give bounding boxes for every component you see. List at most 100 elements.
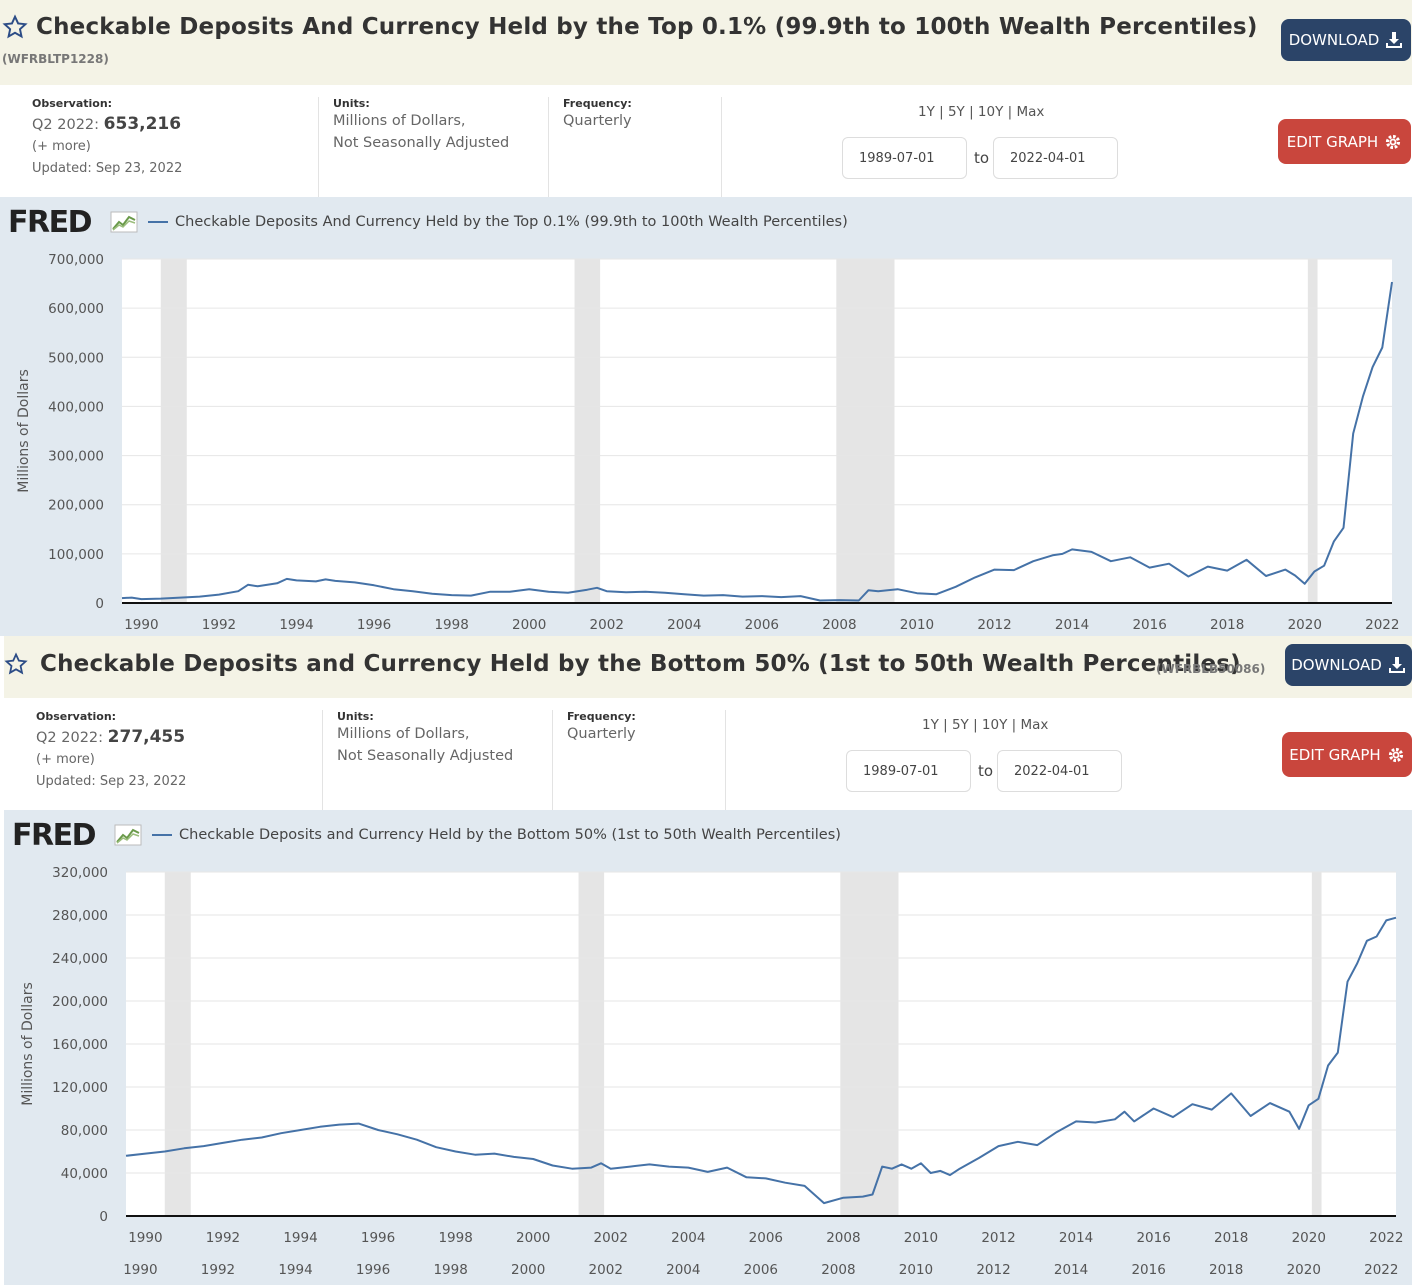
divider	[721, 97, 722, 197]
units-block: Units: Millions of Dollars, Not Seasonal…	[322, 710, 552, 810]
x-tick-label: 2002	[594, 1230, 628, 1246]
y-tick-label: 600,000	[48, 301, 104, 317]
recession-band	[1307, 259, 1318, 603]
x-tick-label: 2006	[749, 1230, 783, 1246]
legend-label: Checkable Deposits and Currency Held by …	[179, 827, 841, 843]
y-tick-label: 300,000	[48, 449, 104, 465]
x-tick-label: 1990	[128, 1230, 162, 1246]
legend-line	[148, 221, 168, 223]
y-tick-label: 200,000	[48, 498, 104, 514]
x-tick-label-secondary: 1990	[123, 1262, 157, 1278]
x-tick-label: 2012	[977, 617, 1011, 633]
plot-background	[122, 259, 1392, 603]
x-tick-label: 2000	[512, 617, 546, 633]
x-tick-label-secondary: 1992	[201, 1262, 235, 1278]
y-tick-label: 400,000	[48, 399, 104, 415]
series-id: (WFRBLB50086)	[1156, 662, 1266, 676]
x-tick-label: 2016	[1132, 617, 1166, 633]
edit-graph-button[interactable]: EDIT GRAPH	[1278, 119, 1411, 164]
line-chart: 0 40,000 80,000 120,000 160,000 200,000 240,00…	[20, 865, 1403, 1278]
more-link[interactable]: (+ more)	[32, 139, 91, 154]
y-tick-label: 80,000	[61, 1123, 108, 1139]
units-label: Units:	[333, 97, 370, 110]
divider	[725, 710, 726, 810]
chart-panel-top: Checkable Deposits And Currency Held by …	[0, 0, 1412, 636]
x-tick-label-secondary: 2008	[821, 1262, 855, 1278]
end-date-input[interactable]: 2022-04-01	[997, 750, 1122, 792]
edit-graph-label: EDIT GRAPH	[1289, 745, 1381, 764]
x-tick-label-secondary: 2016	[1131, 1262, 1165, 1278]
x-tick-label: 2022	[1365, 617, 1399, 633]
download-button[interactable]: DOWNLOAD	[1285, 644, 1412, 686]
star-icon[interactable]	[4, 652, 28, 676]
units-line-1: Millions of Dollars,	[337, 726, 470, 742]
y-axis-label: Millions of Dollars	[16, 369, 32, 493]
x-tick-label: 1998	[438, 1230, 472, 1246]
edit-graph-button[interactable]: EDIT GRAPH	[1282, 732, 1412, 777]
updated-date: Updated: Sep 23, 2022	[32, 161, 183, 176]
y-tick-label: 240,000	[52, 951, 108, 967]
series-title: Checkable Deposits and Currency Held by …	[40, 651, 1241, 677]
download-label: DOWNLOAD	[1288, 31, 1380, 49]
chart-legend: Checkable Deposits And Currency Held by …	[148, 214, 848, 230]
x-tick-label: 2022	[1369, 1230, 1403, 1246]
chart-panel-bottom: Checkable Deposits and Currency Held by …	[0, 636, 1412, 1285]
observation-block: Observation: Q2 2022: 277,455 (+ more) U…	[36, 710, 316, 810]
legend-label: Checkable Deposits And Currency Held by …	[175, 214, 848, 230]
frequency-label: Frequency:	[563, 97, 632, 110]
download-button[interactable]: DOWNLOAD	[1281, 19, 1411, 61]
start-date-input[interactable]: 1989-07-01	[842, 137, 967, 179]
y-tick-label: 320,000	[52, 865, 108, 881]
y-tick-label: 0	[99, 1209, 108, 1225]
range-links[interactable]: 1Y | 5Y | 10Y | Max	[922, 717, 1049, 733]
x-tick-label-secondary: 2022	[1364, 1262, 1398, 1278]
y-tick-label: 40,000	[61, 1166, 108, 1182]
x-tick-label: 2020	[1288, 617, 1322, 633]
fred-logo: FRED	[8, 205, 93, 240]
series-line	[125, 916, 1397, 1205]
x-tick-label: 2020	[1292, 1230, 1326, 1246]
star-icon[interactable]	[2, 14, 28, 40]
x-tick-label: 2008	[826, 1230, 860, 1246]
recession-band	[574, 259, 601, 603]
x-tick-label: 1996	[357, 617, 391, 633]
x-tick-label-secondary: 1996	[356, 1262, 390, 1278]
x-tick-label: 2010	[900, 617, 934, 633]
range-links[interactable]: 1Y | 5Y | 10Y | Max	[918, 104, 1045, 120]
frequency-value: Quarterly	[563, 113, 632, 129]
x-tick-label: 2018	[1210, 617, 1244, 633]
fred-logo: FRED	[12, 818, 97, 853]
more-link[interactable]: (+ more)	[36, 752, 95, 767]
recession-band	[836, 259, 895, 603]
y-tick-label: 280,000	[52, 908, 108, 924]
units-block: Units: Millions of Dollars, Not Seasonal…	[318, 97, 548, 197]
series-line	[121, 281, 1393, 602]
updated-date: Updated: Sep 23, 2022	[36, 774, 187, 789]
units-label: Units:	[337, 710, 374, 723]
x-tick-label-secondary: 2020	[1287, 1262, 1321, 1278]
x-tick-label: 1992	[202, 617, 236, 633]
units-line-2: Not Seasonally Adjusted	[333, 135, 510, 151]
x-tick-label: 2018	[1214, 1230, 1248, 1246]
edit-graph-label: EDIT GRAPH	[1286, 132, 1379, 151]
line-chart: 0 100,000 200,000 300,000 400,000 500,000 600,…	[16, 252, 1399, 633]
y-tick-label: 160,000	[52, 1037, 108, 1053]
series-meta: Observation: Q2 2022: 653,216 (+ more) U…	[0, 85, 1412, 197]
x-tick-label: 1990	[124, 617, 158, 633]
x-tick-label: 2014	[1055, 617, 1089, 633]
frequency-block: Frequency: Quarterly	[548, 97, 721, 197]
units-line-2: Not Seasonally Adjusted	[337, 748, 514, 764]
gear-icon	[1388, 747, 1403, 762]
units-line-1: Millions of Dollars,	[333, 113, 466, 129]
y-tick-label: 700,000	[48, 252, 104, 268]
recession-band	[160, 259, 187, 603]
y-tick-label: 500,000	[48, 350, 104, 366]
download-icon	[1386, 32, 1403, 48]
x-tick-label: 2012	[981, 1230, 1015, 1246]
y-axis-label: Millions of Dollars	[20, 982, 36, 1106]
y-tick-label: 200,000	[52, 994, 108, 1010]
end-date-input[interactable]: 2022-04-01	[993, 137, 1118, 179]
start-date-input[interactable]: 1989-07-01	[846, 750, 971, 792]
x-tick-label: 2004	[671, 1230, 705, 1246]
x-tick-label: 1996	[361, 1230, 395, 1246]
